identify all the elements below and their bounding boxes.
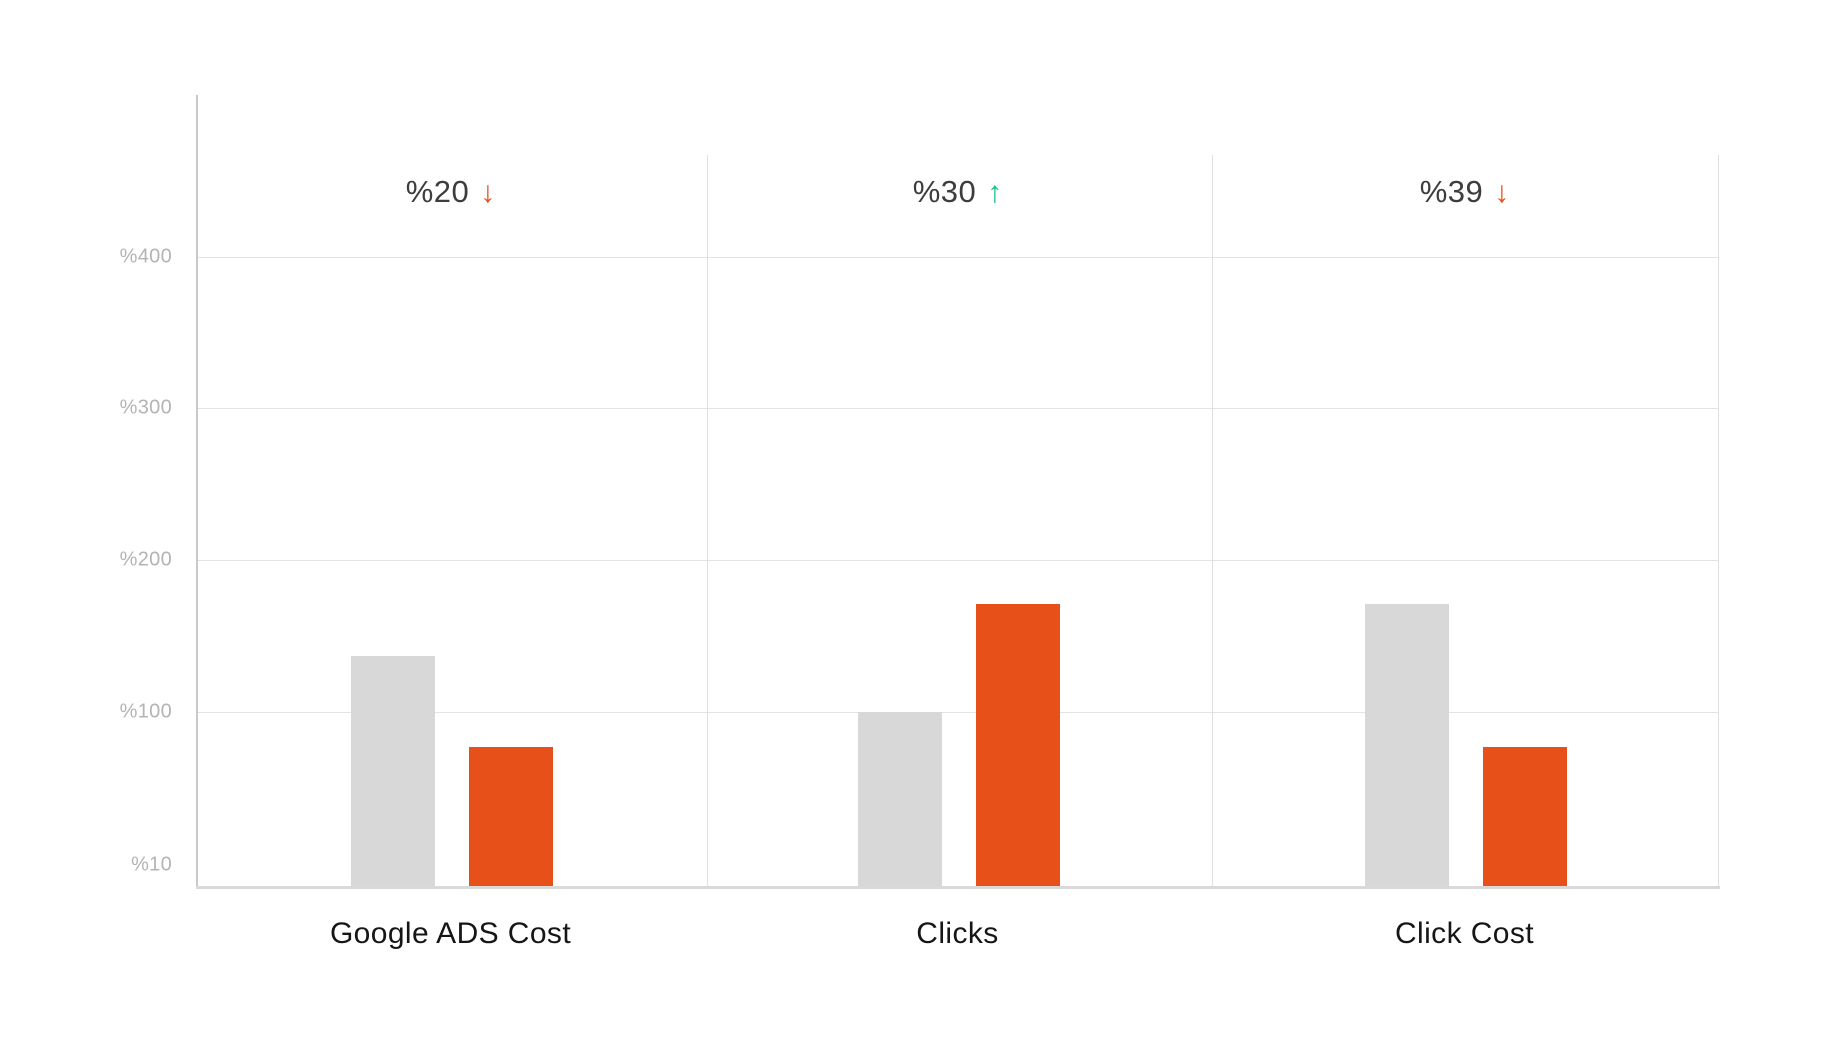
- arrow-down-icon: ↓: [1494, 176, 1510, 209]
- change-label-clicks: %30 ↑: [704, 168, 1211, 216]
- gridline-400: [198, 257, 1718, 258]
- arrow-up-icon: ↑: [987, 176, 1003, 209]
- category-label-google-ads-cost: Google ADS Cost: [329, 917, 572, 950]
- bar-previous-clicks: [857, 712, 942, 886]
- change-label-google-ads-cost: %20 ↓: [197, 168, 704, 216]
- category-label-clicks: Clicks: [916, 917, 999, 950]
- change-label-click-cost: %39 ↓: [1211, 168, 1718, 216]
- gridline-300: [198, 408, 1718, 409]
- y-axis-tick-label: %300: [119, 396, 172, 419]
- y-axis-line: [196, 95, 198, 886]
- panel-divider: [1212, 155, 1213, 886]
- y-axis-tick-label: %200: [119, 548, 172, 571]
- category-label-click-cost: Click Cost: [1394, 917, 1534, 950]
- bar-current-clicks: [975, 604, 1060, 886]
- bar-previous-google-ads-cost: [350, 656, 435, 886]
- change-value: %39: [1419, 174, 1484, 209]
- change-value: %30: [912, 174, 977, 209]
- y-axis-tick-label: %100: [119, 700, 172, 723]
- bar-current-google-ads-cost: [468, 747, 553, 886]
- panel-divider: [707, 155, 708, 886]
- arrow-down-icon: ↓: [480, 176, 496, 209]
- plot-right-border: [1718, 155, 1719, 886]
- x-axis-line: [196, 886, 1720, 889]
- change-value: %20: [405, 174, 470, 209]
- bar-previous-click-cost: [1364, 604, 1449, 886]
- bar-current-click-cost: [1482, 747, 1567, 886]
- y-axis-tick-label: %400: [119, 245, 172, 268]
- gridline-100: [198, 712, 1718, 713]
- y-axis-tick-label: %10: [131, 853, 172, 876]
- gridline-200: [198, 560, 1718, 561]
